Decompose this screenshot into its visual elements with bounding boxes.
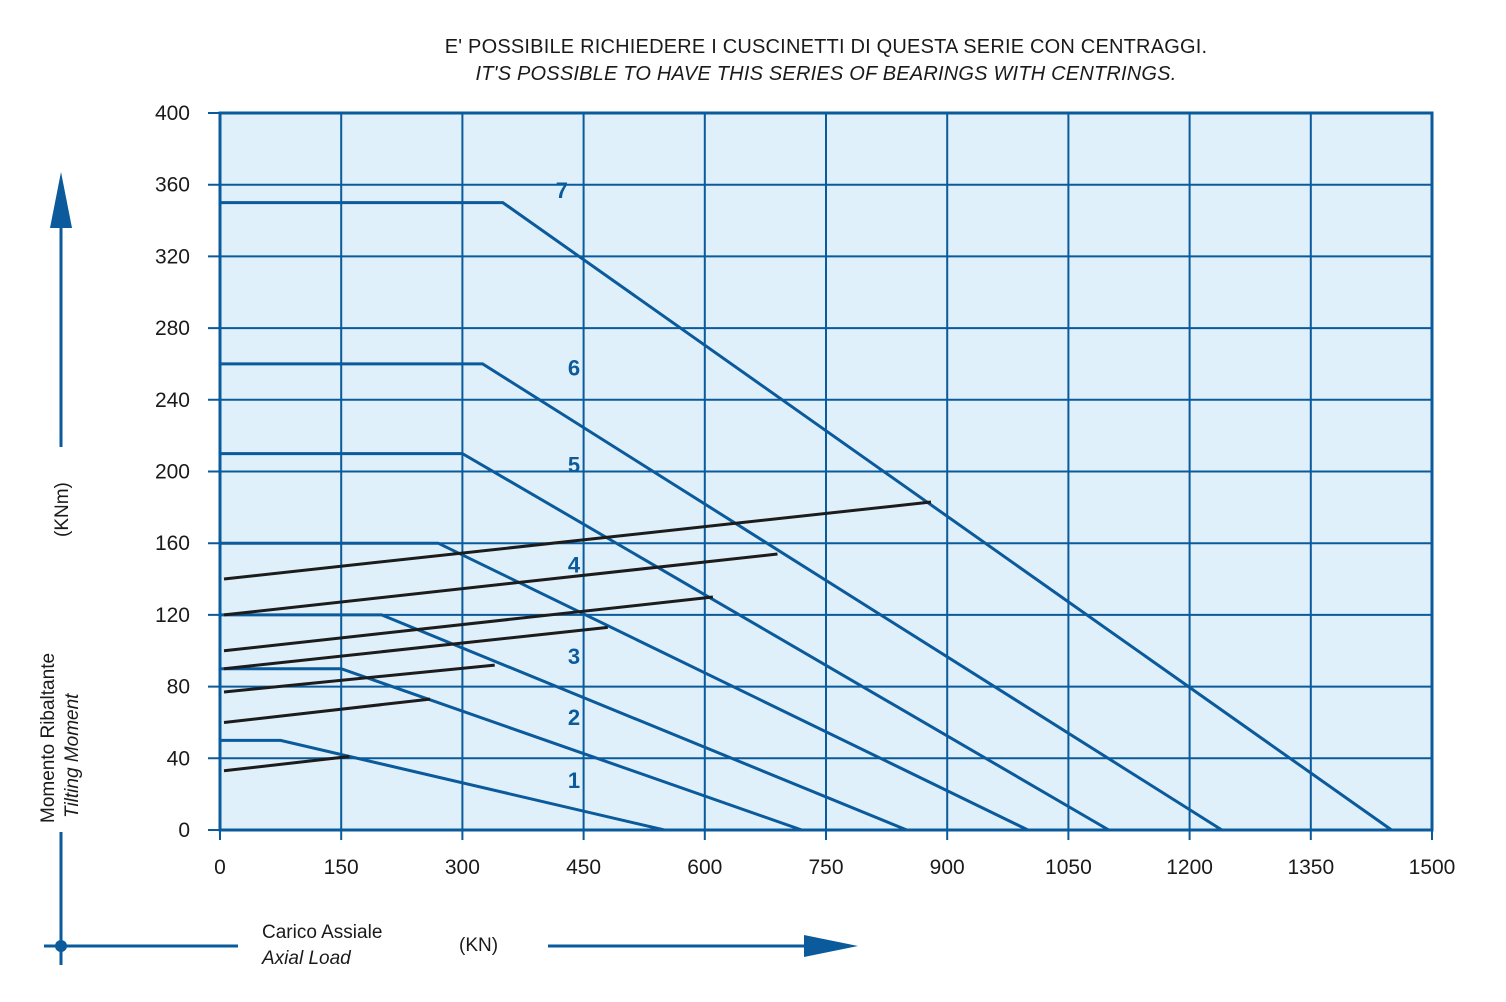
x-tick-label: 600: [687, 856, 722, 879]
chart-title-it: E' POSSIBILE RICHIEDERE I CUSCINETTI DI …: [444, 36, 1208, 58]
curve-labels: 1 2 3 4 5 6 7: [556, 178, 581, 793]
load-curve-1: [220, 738, 665, 832]
x-axis-label-en: Axial Load: [262, 948, 351, 969]
x-tick-label: 750: [808, 856, 843, 879]
curve-label-7: 7: [556, 178, 568, 203]
limit-line-11: [223, 625, 608, 671]
y-axis-label-en: Tilting Moment: [62, 693, 83, 818]
y-tick-label: 400: [155, 102, 190, 125]
x-tick-label: 150: [324, 856, 359, 879]
y-tick-label: 240: [155, 389, 190, 412]
limit-line-10: [223, 663, 495, 694]
y-tick-label: 120: [155, 604, 190, 627]
y-tick-label: 280: [155, 317, 190, 340]
x-axis-label-it: Carico Assiale: [262, 922, 383, 943]
x-tick-label: 1350: [1287, 856, 1334, 879]
origin-dot: [55, 940, 67, 952]
curve-label-1: 1: [568, 768, 580, 793]
y-tick-label: 200: [155, 461, 190, 484]
chart-title-en: IT'S POSSIBLE TO HAVE THIS SERIES OF BEA…: [475, 63, 1177, 85]
load-curve-2: [220, 667, 803, 832]
y-tick-label: 40: [167, 747, 190, 770]
x-axis-ticks: 0 150 300 450 600 750 900 1050 1200 1350 1500: [214, 856, 1455, 879]
limit-line-9: [223, 697, 431, 724]
axis-arrows: [44, 172, 858, 965]
x-arrow-head: [804, 935, 858, 957]
series-lines: [220, 201, 1393, 832]
curve-label-2: 2: [568, 705, 580, 730]
x-tick-label: 1500: [1409, 856, 1456, 879]
curve-label-6: 6: [568, 356, 580, 381]
y-arrow-head: [50, 172, 72, 228]
x-tick-label: 1200: [1166, 856, 1213, 879]
grid-lines: [208, 111, 1434, 840]
load-curve-5: [220, 452, 1110, 832]
y-axis-ticks: 0 40 80 120 160 200 240 280 320 360 400: [155, 102, 190, 842]
x-tick-label: 1050: [1045, 856, 1092, 879]
curve-label-5: 5: [568, 452, 580, 477]
x-tick-label: 900: [930, 856, 965, 879]
y-tick-label: 160: [155, 532, 190, 555]
y-axis-unit: (KNm): [52, 482, 73, 537]
load-curve-6: [220, 362, 1223, 832]
limit-line-12: [223, 595, 714, 653]
limit-line-14: [223, 500, 932, 581]
limit-line-13: [223, 552, 778, 617]
curve-label-4: 4: [568, 553, 581, 578]
y-tick-label: 360: [155, 174, 190, 197]
load-curve-4: [220, 541, 1029, 832]
x-axis-unit: (KN): [459, 935, 499, 956]
load-curve-7: [220, 201, 1393, 832]
y-tick-label: 80: [167, 676, 190, 699]
curve-label-3: 3: [568, 644, 580, 669]
y-axis-label-it: Momento Ribaltante: [38, 652, 59, 823]
x-tick-label: 450: [566, 856, 601, 879]
y-tick-label: 320: [155, 245, 190, 268]
x-tick-label: 300: [445, 856, 480, 879]
y-tick-label: 0: [178, 819, 190, 842]
limit-line-8: [223, 755, 350, 773]
plot-frame: [218, 111, 1434, 832]
x-tick-label: 0: [214, 856, 226, 879]
load-curve-3: [220, 613, 908, 832]
